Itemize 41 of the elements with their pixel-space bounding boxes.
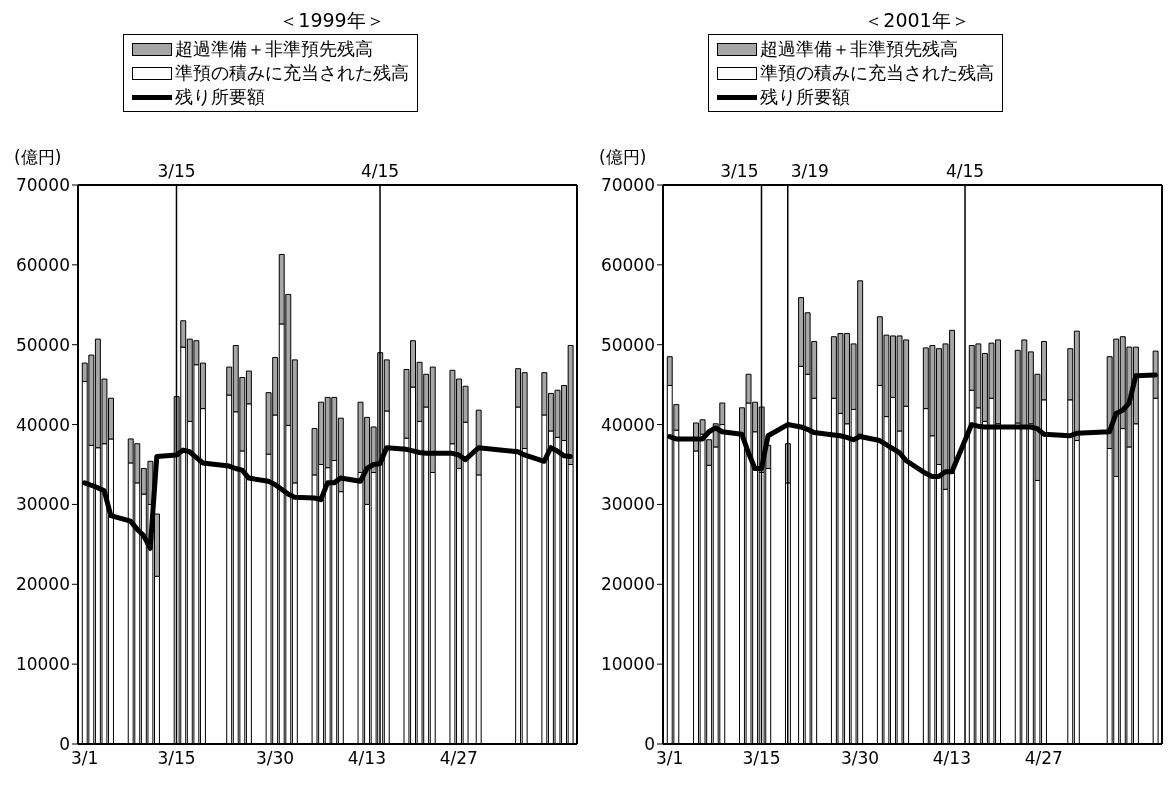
legend-label: 超過準備＋非準預先残高 bbox=[760, 37, 958, 61]
ref-line-label: 4/15 bbox=[360, 161, 400, 181]
x-tick-label: 3/15 bbox=[742, 748, 781, 769]
x-tick-label: 3/1 bbox=[70, 748, 99, 769]
x-tick-label: 4/27 bbox=[439, 748, 478, 769]
legend-label: 準預の積みに充当された残高 bbox=[760, 61, 994, 85]
chart-title: ＜2001年＞ bbox=[863, 8, 971, 33]
x-tick-label: 4/13 bbox=[932, 748, 971, 769]
x-tick-label: 3/15 bbox=[157, 748, 196, 769]
y-axis-title: (億円) bbox=[599, 146, 647, 169]
x-tick-label: 3/30 bbox=[255, 748, 295, 769]
y-tick-label: 50000 bbox=[600, 334, 655, 355]
y-tick-label: 60000 bbox=[600, 254, 655, 275]
y-tick-label: 40000 bbox=[15, 414, 70, 435]
y-tick-label: 30000 bbox=[15, 494, 70, 515]
ref-line-label: 3/15 bbox=[720, 161, 759, 181]
y-tick-label: 0 bbox=[59, 734, 70, 755]
chart-title: ＜1999年＞ bbox=[278, 8, 386, 33]
y-tick-label: 20000 bbox=[600, 574, 655, 595]
legend-label: 残り所要額 bbox=[760, 85, 850, 109]
y-tick-label: 20000 bbox=[15, 574, 70, 595]
x-tick-label: 4/27 bbox=[1024, 748, 1063, 769]
y-tick-label: 40000 bbox=[600, 414, 655, 435]
x-tick-label: 4/13 bbox=[347, 748, 386, 769]
y-tick-label: 50000 bbox=[15, 334, 70, 355]
x-tick-label: 3/1 bbox=[655, 748, 684, 769]
y-tick-label: 70000 bbox=[600, 175, 655, 196]
y-tick-label: 10000 bbox=[600, 654, 655, 675]
y-axis-title: (億円) bbox=[14, 146, 62, 169]
ref-line-label: 4/15 bbox=[945, 161, 985, 181]
y-tick-label: 10000 bbox=[15, 654, 70, 675]
legend-label: 残り所要額 bbox=[175, 85, 265, 109]
x-tick-label: 3/30 bbox=[840, 748, 880, 769]
ref-line-label: 3/19 bbox=[790, 161, 829, 181]
y-tick-label: 30000 bbox=[600, 494, 655, 515]
ref-line-label: 3/15 bbox=[157, 161, 196, 181]
y-tick-label: 0 bbox=[644, 734, 655, 755]
legend-label: 準預の積みに充当された残高 bbox=[175, 61, 409, 85]
y-tick-label: 70000 bbox=[15, 175, 70, 196]
legend-label: 超過準備＋非準預先残高 bbox=[175, 37, 373, 61]
y-tick-label: 60000 bbox=[15, 254, 70, 275]
